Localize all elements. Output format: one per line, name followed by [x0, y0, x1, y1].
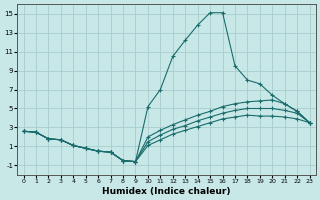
X-axis label: Humidex (Indice chaleur): Humidex (Indice chaleur): [102, 187, 231, 196]
